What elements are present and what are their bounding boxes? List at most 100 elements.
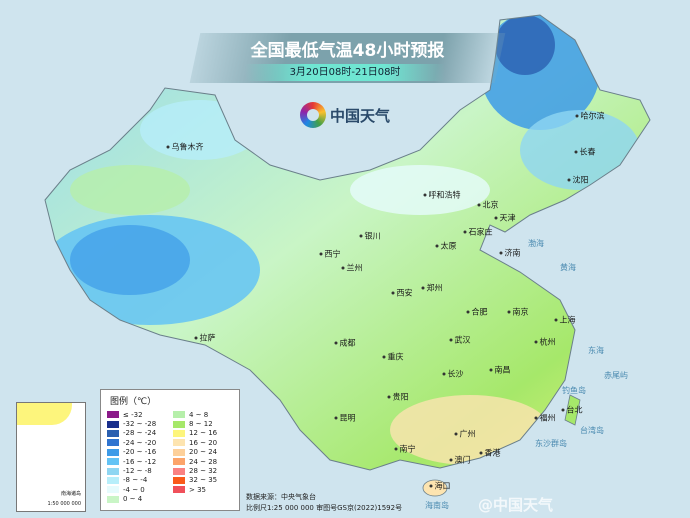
city-label: 乌鲁木齐 <box>167 142 204 153</box>
legend-item: -4 ~ 0 <box>107 485 169 494</box>
legend-label: -12 ~ -8 <box>123 467 152 476</box>
city-label: 南昌 <box>490 365 511 376</box>
city-label: 成都 <box>335 338 356 349</box>
legend-swatch <box>173 420 185 428</box>
legend-swatch <box>107 439 119 447</box>
sea-label: 东海 <box>588 346 604 355</box>
legend-swatch <box>173 458 185 466</box>
legend-swatch <box>173 411 185 419</box>
city-label: 合肥 <box>467 307 488 318</box>
legend-swatch <box>173 448 185 456</box>
legend-item: -32 ~ -28 <box>107 419 169 428</box>
legend-item: > 35 <box>173 485 235 494</box>
legend-swatch <box>173 429 185 437</box>
inset-title: 南海诸岛 <box>60 491 81 497</box>
legend-item: 8 ~ 12 <box>173 419 235 428</box>
city-label: 南京 <box>508 307 529 318</box>
sea-label: 东沙群岛 <box>535 439 567 448</box>
legend-label: -28 ~ -24 <box>123 429 157 438</box>
south-china-sea-inset: 南海诸岛 1:50 000 000 <box>16 402 86 512</box>
legend-label: 28 ~ 32 <box>189 467 218 476</box>
city-label: 郑州 <box>422 283 443 294</box>
legend-label: 16 ~ 20 <box>189 438 218 447</box>
legend-item: -8 ~ -4 <box>107 476 169 485</box>
legend-label: 24 ~ 28 <box>189 457 218 466</box>
inset-scale: 1:50 000 000 <box>47 501 82 507</box>
legend-item: -12 ~ -8 <box>107 466 169 475</box>
watermark: @中国天气 <box>478 496 554 514</box>
legend-item: 4 ~ 8 <box>173 410 235 419</box>
city-label: 上海 <box>555 315 576 326</box>
legend-item: -16 ~ -12 <box>107 457 169 466</box>
legend-swatch <box>107 495 119 503</box>
city-label: 太原 <box>436 241 457 252</box>
legend-label: 12 ~ 16 <box>189 429 218 438</box>
sea-label: 台湾岛 <box>580 426 604 435</box>
sea-label: 海南岛 <box>425 501 449 510</box>
logo-icon <box>300 102 326 128</box>
city-label: 兰州 <box>342 263 363 274</box>
legend-swatch <box>107 429 119 437</box>
city-label: 海口 <box>430 481 451 492</box>
legend-swatch <box>107 486 119 494</box>
legend: 图例（℃） ≤ -32 -32 ~ -28 -28 ~ -24 -24 ~ -20 -2… <box>100 389 240 511</box>
city-label: 澳门 <box>450 455 471 466</box>
legend-item: 12 ~ 16 <box>173 429 235 438</box>
legend-item: -24 ~ -20 <box>107 438 169 447</box>
city-label: 长沙 <box>443 369 464 380</box>
city-label: 呼和浩特 <box>424 190 461 201</box>
legend-item: 28 ~ 32 <box>173 466 235 475</box>
city-label: 长春 <box>575 147 596 158</box>
legend-swatch <box>107 467 119 475</box>
city-label: 济南 <box>500 248 521 259</box>
city-label: 重庆 <box>383 352 404 363</box>
city-label: 西宁 <box>320 249 341 260</box>
legend-swatch <box>107 458 119 466</box>
legend-label: -8 ~ -4 <box>123 476 148 485</box>
legend-label: -20 ~ -16 <box>123 448 157 457</box>
city-label: 哈尔滨 <box>576 111 605 122</box>
city-label: 北京 <box>478 200 499 211</box>
legend-label: -4 ~ 0 <box>123 485 145 494</box>
legend-item: 32 ~ 35 <box>173 476 235 485</box>
city-label: 武汉 <box>450 335 471 346</box>
legend-label: ≤ -32 <box>123 410 143 419</box>
map-scale: 比例尺1:25 000 000 审图号GS京(2022)1592号 <box>246 504 403 512</box>
legend-swatch <box>107 448 119 456</box>
legend-item: -28 ~ -24 <box>107 429 169 438</box>
page-title: 全国最低气温48小时预报 <box>250 41 445 61</box>
logo-text: 中国天气 <box>330 106 391 125</box>
sea-label: 赤尾屿 <box>604 371 628 380</box>
legend-item: -20 ~ -16 <box>107 448 169 457</box>
city-label: 昆明 <box>335 413 356 424</box>
legend-item: 16 ~ 20 <box>173 438 235 447</box>
legend-swatch <box>107 420 119 428</box>
city-label: 天津 <box>495 213 516 224</box>
sea-label: 黄海 <box>560 263 576 272</box>
city-label: 银川 <box>360 231 381 242</box>
legend-label: 32 ~ 35 <box>189 476 218 485</box>
city-label: 拉萨 <box>195 333 216 344</box>
brand-logo: 中国天气 <box>300 102 390 128</box>
city-label: 杭州 <box>535 337 556 348</box>
sea-label: 钓鱼岛 <box>562 386 586 395</box>
legend-label: -16 ~ -12 <box>123 457 157 466</box>
data-source: 数据来源：中央气象台 <box>246 493 316 501</box>
legend-item: ≤ -32 <box>107 410 169 419</box>
legend-swatch <box>107 411 119 419</box>
legend-item: 24 ~ 28 <box>173 457 235 466</box>
legend-item: 0 ~ 4 <box>107 495 169 504</box>
legend-label: 20 ~ 24 <box>189 448 218 457</box>
legend-label: 0 ~ 4 <box>123 495 143 504</box>
city-label: 台北 <box>562 405 583 416</box>
legend-label: -32 ~ -28 <box>123 420 157 429</box>
legend-swatch <box>173 439 185 447</box>
legend-swatch <box>173 486 185 494</box>
legend-label: > 35 <box>189 485 206 494</box>
legend-swatch <box>107 476 119 484</box>
sea-label: 渤海 <box>528 239 544 248</box>
time-range: 3月20日08时-21日08时 <box>245 64 445 81</box>
legend-label: -24 ~ -20 <box>123 438 157 447</box>
city-label: 南宁 <box>395 444 416 455</box>
legend-swatch <box>173 467 185 475</box>
